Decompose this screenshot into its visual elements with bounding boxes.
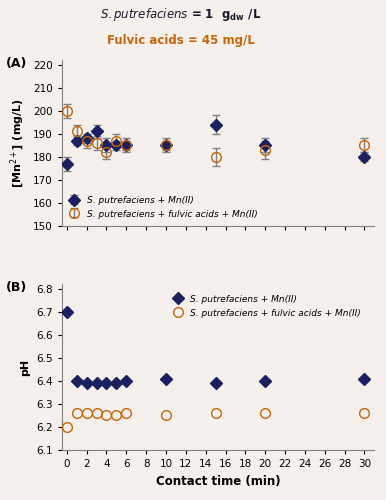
Line: S. putrefaciens + Mn(II): S. putrefaciens + Mn(II) — [63, 308, 369, 388]
Y-axis label: pH: pH — [20, 358, 30, 376]
S. putrefaciens + fulvic acids + Mn(II) — [94, 410, 99, 416]
Text: (B): (B) — [5, 280, 27, 293]
Text: $\it{S. putrefaciens}$ = 1  $\mathbf{g_{dw}}$ /L: $\it{S. putrefaciens}$ = 1 $\mathbf{g_{d… — [100, 6, 261, 24]
S. putrefaciens + fulvic acids + Mn(II) — [164, 412, 168, 418]
S. putrefaciens + Mn(II) — [362, 376, 367, 382]
Legend: S. putrefaciens + Mn(II), S. putrefaciens + fulvic acids + Mn(II): S. putrefaciens + Mn(II), S. putrefacien… — [66, 193, 261, 222]
S. putrefaciens + Mn(II) — [213, 380, 218, 386]
Legend: S. putrefaciens + Mn(II), S. putrefaciens + fulvic acids + Mn(II): S. putrefaciens + Mn(II), S. putrefacien… — [169, 292, 364, 320]
Text: Fulvic acids = 45 mg/L: Fulvic acids = 45 mg/L — [107, 34, 254, 46]
S. putrefaciens + fulvic acids + Mn(II) — [362, 410, 367, 416]
S. putrefaciens + fulvic acids + Mn(II) — [213, 410, 218, 416]
S. putrefaciens + Mn(II) — [263, 378, 267, 384]
S. putrefaciens + Mn(II) — [104, 380, 109, 386]
S. putrefaciens + fulvic acids + Mn(II) — [114, 412, 119, 418]
S. putrefaciens + Mn(II) — [94, 380, 99, 386]
S. putrefaciens + Mn(II) — [164, 376, 168, 382]
Y-axis label: [Mn$^{2+}$] (mg/L): [Mn$^{2+}$] (mg/L) — [9, 98, 27, 188]
S. putrefaciens + fulvic acids + Mn(II) — [74, 410, 79, 416]
Line: S. putrefaciens + fulvic acids + Mn(II): S. putrefaciens + fulvic acids + Mn(II) — [62, 408, 369, 432]
X-axis label: Contact time (min): Contact time (min) — [156, 474, 280, 488]
S. putrefaciens + fulvic acids + Mn(II) — [263, 410, 267, 416]
S. putrefaciens + Mn(II) — [124, 378, 129, 384]
S. putrefaciens + Mn(II) — [114, 380, 119, 386]
S. putrefaciens + Mn(II) — [64, 308, 69, 314]
S. putrefaciens + Mn(II) — [74, 378, 79, 384]
Text: (A): (A) — [5, 56, 27, 70]
S. putrefaciens + fulvic acids + Mn(II) — [84, 410, 89, 416]
S. putrefaciens + fulvic acids + Mn(II) — [124, 410, 129, 416]
S. putrefaciens + Mn(II) — [84, 380, 89, 386]
S. putrefaciens + fulvic acids + Mn(II) — [64, 424, 69, 430]
S. putrefaciens + fulvic acids + Mn(II) — [104, 412, 109, 418]
